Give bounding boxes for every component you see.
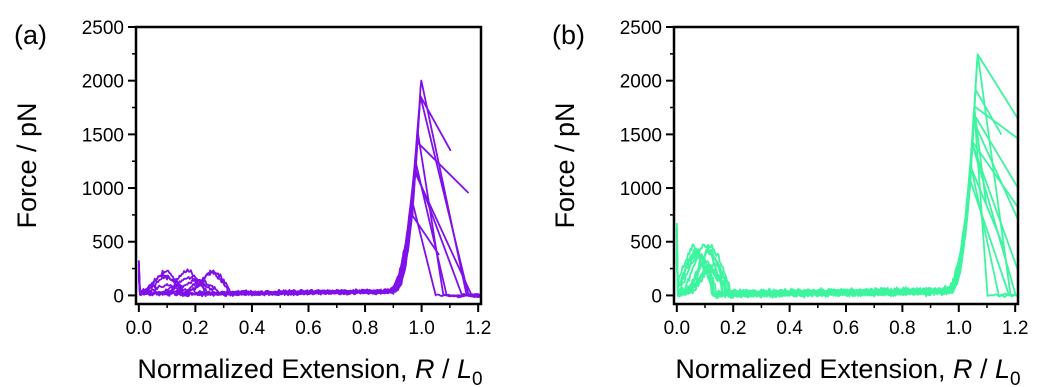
plot-frame: [134, 25, 483, 306]
y-tick-label: 1000: [82, 179, 124, 200]
x-tick-label: 0.2: [182, 318, 208, 339]
plot-frame: [672, 25, 1020, 306]
x-tick-label: 0.8: [352, 318, 378, 339]
panel-label: (b): [552, 20, 585, 50]
series-line: [137, 140, 470, 297]
y-tick-label: 0: [651, 286, 662, 307]
y-tick-label: 2000: [82, 72, 124, 93]
series-line: [675, 105, 1018, 300]
x-axis-label: Normalized Extension, R / L0: [675, 354, 1020, 387]
x-tick-label: 0.6: [295, 318, 321, 339]
y-axis-label: Force / pN: [12, 102, 42, 228]
x-tick-label: 0.8: [889, 318, 915, 339]
x-tick-label: 0.0: [664, 318, 690, 339]
y-tick-label: 1500: [82, 125, 124, 146]
series-traces: [137, 79, 481, 299]
panel-b: 0.0 0.2 0.4 0.6 0.8 1.0 1.2 0 500 1000 1500 2000 250…: [550, 18, 1028, 387]
series-line: [675, 84, 1003, 298]
y-tick-label: 500: [630, 233, 662, 254]
y-tick-label: 1500: [620, 125, 662, 146]
y-tick-label: 2500: [82, 18, 124, 39]
series-traces: [675, 53, 1018, 300]
y-axis-label: Force / pN: [550, 102, 580, 228]
series-line: [137, 210, 440, 297]
x-tick-label: 0.6: [833, 318, 859, 339]
y-tick-label: 2500: [620, 18, 662, 39]
x-tick-label: 1.2: [465, 318, 491, 339]
x-tick-label: 0.4: [239, 318, 266, 339]
x-tick-label: 0.2: [720, 318, 746, 339]
series-line: [675, 141, 1018, 299]
x-tick-label: 0.4: [776, 318, 803, 339]
y-tick-label: 500: [92, 233, 124, 254]
series-line: [675, 53, 1017, 299]
y-tick-label: 2000: [620, 72, 662, 93]
series-line: [675, 112, 1016, 299]
panel-a: 0.0 0.2 0.4 0.6 0.8 1.0 1.2 0 500 1000 1500 2000 250…: [12, 18, 491, 387]
series-line: [137, 158, 481, 297]
y-tick-label: 0: [113, 286, 124, 307]
x-tick-label: 1.2: [1002, 318, 1028, 339]
x-tick-label: 1.0: [946, 318, 972, 339]
series-line: [675, 143, 1018, 298]
x-tick-label: 1.0: [408, 318, 434, 339]
y-tick-label: 1000: [620, 179, 662, 200]
x-axis-label: Normalized Extension, R / L0: [137, 354, 482, 387]
panel-label: (a): [14, 20, 47, 50]
x-tick-label: 0.0: [126, 318, 152, 339]
